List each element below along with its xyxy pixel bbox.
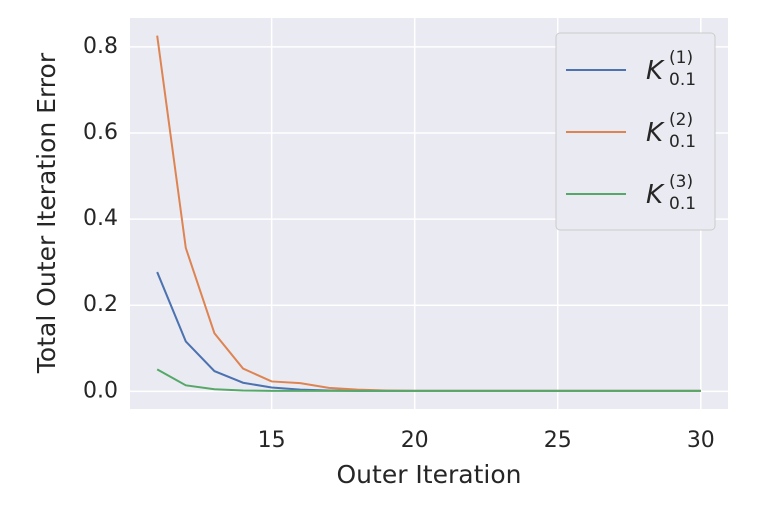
y-tick-label: 0.0 [83, 378, 118, 403]
legend-subscript: 0.1 [669, 132, 696, 152]
legend-box [555, 32, 716, 231]
ticks: 15 20 25 30 0.0 0.2 0.4 0.6 0.8 [83, 34, 715, 453]
legend-subscript: 0.1 [669, 194, 696, 214]
legend: K (1) 0.1K (2) 0.1K (3) 0.1 [555, 32, 716, 231]
legend-subscript: 0.1 [669, 70, 696, 90]
y-tick-label: 0.4 [83, 206, 118, 231]
legend-symbol: K [646, 180, 665, 210]
y-tick-label: 0.2 [83, 292, 118, 317]
y-tick-label: 0.6 [83, 120, 118, 145]
x-axis-label: Outer Iteration [337, 460, 522, 489]
x-tick-label: 15 [258, 428, 286, 453]
series-line [156, 368, 701, 392]
x-tick-label: 20 [401, 428, 429, 453]
legend-symbol: K [646, 118, 665, 148]
legend-symbol: K [646, 56, 665, 86]
legend-label: K (1) 0.1 [646, 48, 696, 90]
legend-superscript: (2) [669, 110, 693, 130]
legend-label: K (3) 0.1 [646, 172, 696, 214]
legend-superscript: (3) [669, 172, 693, 192]
x-tick-label: 30 [687, 428, 715, 453]
legend-label: K (2) 0.1 [646, 110, 696, 152]
lines [156, 35, 701, 392]
y-axis-label: Total Outer Iteration Error [32, 52, 61, 374]
x-tick-label: 25 [544, 428, 572, 453]
y-tick-label: 0.8 [83, 34, 118, 59]
legend-superscript: (1) [669, 48, 693, 68]
